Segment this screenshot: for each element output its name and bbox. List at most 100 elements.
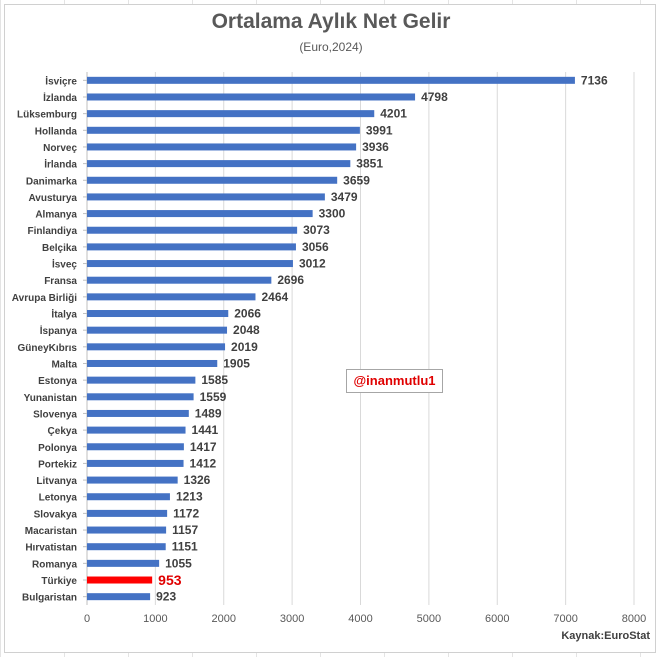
data-label: 1489 [195, 406, 222, 420]
category-label: Belçika [42, 243, 77, 254]
bar [87, 76, 575, 84]
bar [87, 243, 296, 251]
x-tick-label: 4000 [348, 613, 372, 625]
category-label: Letonya [39, 493, 78, 504]
data-label: 3851 [356, 157, 383, 171]
data-label: 2464 [261, 290, 288, 304]
category-label: Avrupa Birliği [12, 293, 77, 304]
bar [87, 93, 416, 101]
data-label: 3479 [331, 190, 358, 204]
bar [87, 543, 166, 551]
bar [87, 343, 226, 351]
x-tick-label: 7000 [553, 613, 577, 625]
category-label: Finlandiya [28, 226, 78, 237]
category-label: Slovenya [33, 409, 77, 420]
data-label: 1172 [173, 506, 199, 520]
bar [87, 476, 178, 484]
data-label: 4201 [380, 107, 407, 121]
category-label: Avusturya [28, 193, 77, 204]
bar [87, 426, 186, 434]
data-label: 2019 [231, 340, 258, 354]
data-label: 923 [156, 590, 176, 604]
data-label: 2066 [234, 307, 261, 321]
category-label: Malta [51, 359, 77, 370]
bar [87, 176, 338, 184]
bar [87, 126, 360, 134]
bar [87, 509, 168, 517]
category-label: Hırvatistan [25, 543, 77, 554]
source-label: Kaynak:EuroStat [561, 630, 650, 642]
bar [87, 459, 184, 467]
data-label: 1441 [192, 423, 219, 437]
bar [87, 559, 160, 567]
data-label: 1213 [176, 490, 203, 504]
bar [87, 359, 218, 367]
data-label: 1326 [184, 473, 211, 487]
category-label: İsviçre [45, 74, 77, 87]
data-label: 1585 [201, 373, 228, 387]
category-label: Polonya [38, 443, 77, 454]
data-label: 3073 [303, 223, 330, 237]
data-label: 1905 [223, 356, 250, 370]
bar [87, 143, 357, 151]
x-tick-label: 2000 [212, 613, 236, 625]
x-tick-label: 5000 [417, 613, 441, 625]
bar [87, 160, 351, 168]
x-tick-label: 8000 [622, 613, 646, 625]
category-label: Yunanistan [24, 393, 77, 404]
category-label: Türkiye [41, 576, 77, 587]
data-label: 3991 [366, 123, 393, 137]
data-label: 3659 [343, 173, 370, 187]
bar [87, 276, 272, 284]
category-label: Portekiz [38, 459, 77, 470]
category-label: Çekya [48, 426, 78, 437]
data-label: 3056 [302, 240, 329, 254]
category-label: Hollanda [35, 126, 78, 137]
bar [87, 260, 293, 268]
bar [87, 310, 229, 318]
data-label: 3300 [319, 207, 346, 221]
category-label: Lüksemburg [17, 110, 77, 121]
watermark-label[interactable]: @inanmutlu1 [346, 369, 443, 393]
category-label: Slovakya [34, 509, 78, 520]
category-label: Romanya [32, 559, 77, 570]
x-tick-label: 3000 [280, 613, 304, 625]
bar [87, 576, 153, 584]
bar [87, 326, 228, 334]
chart-subtitle: (Euro,2024) [299, 40, 363, 54]
data-label: 2696 [277, 273, 304, 287]
bar [87, 493, 170, 501]
category-label: Danimarka [26, 176, 78, 187]
data-label: 953 [158, 572, 182, 588]
data-label: 3936 [362, 140, 389, 154]
bar [87, 193, 325, 201]
data-label: 7136 [581, 73, 608, 87]
data-label: 4798 [421, 90, 448, 104]
category-label: Norveç [43, 143, 77, 154]
data-label: 2048 [233, 323, 260, 337]
bar [87, 393, 194, 401]
bar [87, 376, 196, 384]
bar [87, 409, 189, 417]
data-label: 1412 [190, 456, 217, 470]
category-label: GüneyKıbrıs [18, 343, 78, 354]
bar [87, 226, 298, 234]
category-label: İspanya [40, 324, 78, 337]
category-label: Bulgaristan [22, 593, 77, 604]
bar [87, 593, 151, 601]
category-label: Almanya [35, 210, 77, 221]
category-label: İtalya [51, 308, 77, 321]
data-label: 1157 [172, 523, 198, 537]
category-label: İzlanda [43, 91, 77, 104]
x-tick-label: 6000 [485, 613, 509, 625]
data-label: 1151 [172, 540, 198, 554]
category-label: İrlanda [44, 158, 77, 171]
bar [87, 110, 375, 118]
data-label: 1417 [190, 440, 217, 454]
bar [87, 526, 167, 534]
category-label: Estonya [38, 376, 77, 387]
data-label: 1055 [165, 556, 192, 570]
bar [87, 210, 313, 218]
data-label: 1559 [200, 390, 227, 404]
